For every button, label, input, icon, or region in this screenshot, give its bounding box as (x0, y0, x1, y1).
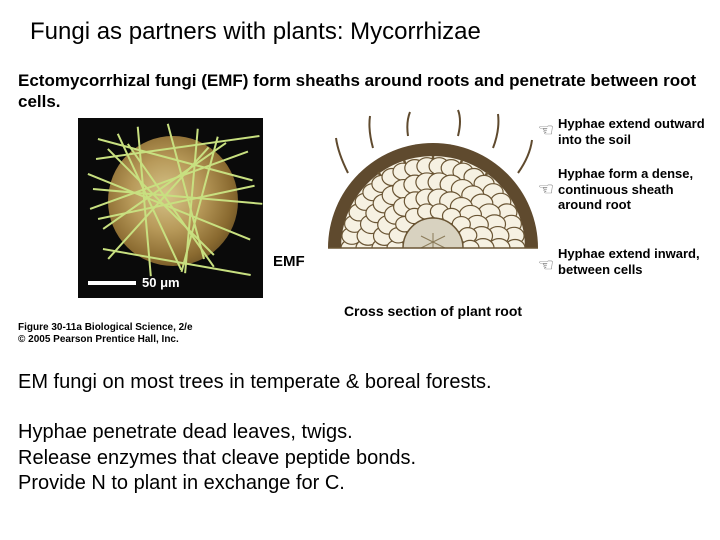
root-cross-section-diagram (318, 108, 548, 303)
scale-bar: 50 μm (88, 275, 180, 290)
slide-title: Fungi as partners with plants: Mycorrhiz… (30, 18, 481, 46)
figure-heading: Ectomycorrhizal fungi (EMF) form sheaths… (18, 70, 698, 113)
credit-line-2: © 2005 Pearson Prentice Hall, Inc. (18, 334, 193, 346)
annotation-label: Hyphae form a dense, continuous sheath a… (558, 166, 718, 213)
figure-credit: Figure 30-11a Biological Science, 2/e © … (18, 322, 193, 346)
scale-bar-line (88, 281, 136, 285)
figure-area: 50 μm EMF (18, 118, 702, 333)
annotation-label: Hyphae extend inward, between cells (558, 246, 718, 277)
scale-bar-label: 50 μm (142, 275, 180, 290)
cross-section-caption: Cross section of plant root (318, 303, 548, 319)
body-line: Release enzymes that cleave peptide bond… (18, 446, 416, 472)
credit-line-1: Figure 30-11a Biological Science, 2/e (18, 322, 193, 334)
annotation-label: Hyphae extend outward into the soil (558, 116, 718, 147)
pointing-hand-icon: ☞ (528, 121, 554, 139)
pointing-hand-icon: ☞ (528, 180, 554, 198)
sem-micrograph: 50 μm (78, 118, 263, 298)
body-line: Hyphae penetrate dead leaves, twigs. (18, 420, 416, 446)
emf-label: EMF (273, 253, 305, 270)
body-text-2: Hyphae penetrate dead leaves, twigs. Rel… (18, 420, 416, 497)
body-line: Provide N to plant in exchange for C. (18, 471, 416, 497)
body-text-1: EM fungi on most trees in temperate & bo… (18, 370, 492, 396)
pointing-hand-icon: ☞ (528, 256, 554, 274)
